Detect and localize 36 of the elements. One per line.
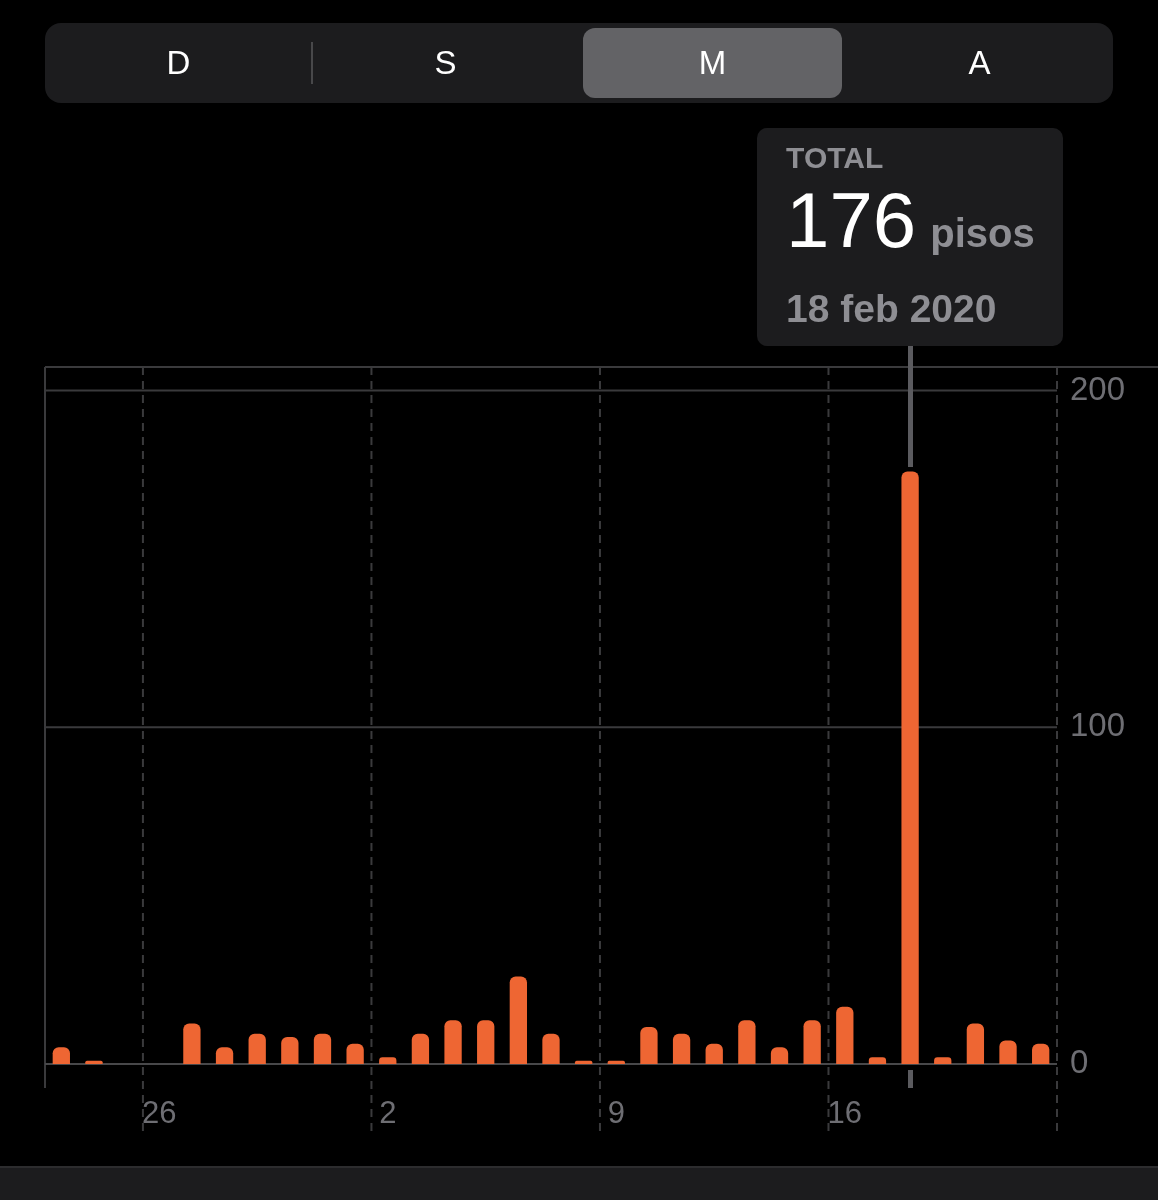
bar — [346, 1043, 364, 1064]
bar — [999, 1040, 1017, 1064]
bar — [542, 1033, 560, 1064]
bar — [705, 1043, 723, 1064]
y-tick-label: 100 — [1070, 706, 1126, 744]
bar — [52, 1047, 70, 1064]
y-tick-label: 0 — [1070, 1043, 1089, 1081]
bar — [803, 1020, 821, 1064]
bar — [901, 471, 919, 1064]
bar — [215, 1047, 234, 1064]
x-tick-label: 2 — [379, 1095, 397, 1131]
segmented-control: D S M A — [45, 23, 1113, 103]
bar — [477, 1020, 495, 1064]
x-tick-label: 9 — [607, 1095, 625, 1131]
bar — [444, 1020, 462, 1064]
bar — [1032, 1043, 1050, 1064]
x-tick-label: 16 — [827, 1095, 863, 1131]
bar — [868, 1057, 887, 1064]
bar — [379, 1057, 397, 1064]
annotation: TOTAL 176 pisos 18 feb 2020 — [786, 140, 1035, 332]
tooltip: TOTAL 176 pisos 18 feb 2020 — [757, 128, 1063, 346]
bar — [509, 976, 528, 1064]
bar — [770, 1047, 789, 1064]
bar — [738, 1020, 756, 1064]
bar — [672, 1033, 691, 1064]
bar — [183, 1023, 201, 1064]
x-tick-label: 26 — [142, 1095, 177, 1131]
bar — [411, 1033, 430, 1064]
bar — [966, 1023, 985, 1064]
bar — [313, 1033, 332, 1064]
y-tick-label: 200 — [1070, 369, 1126, 407]
bar — [281, 1037, 299, 1064]
bar — [836, 1006, 854, 1064]
bar — [640, 1026, 658, 1064]
bar — [248, 1033, 266, 1064]
bar — [934, 1057, 952, 1064]
